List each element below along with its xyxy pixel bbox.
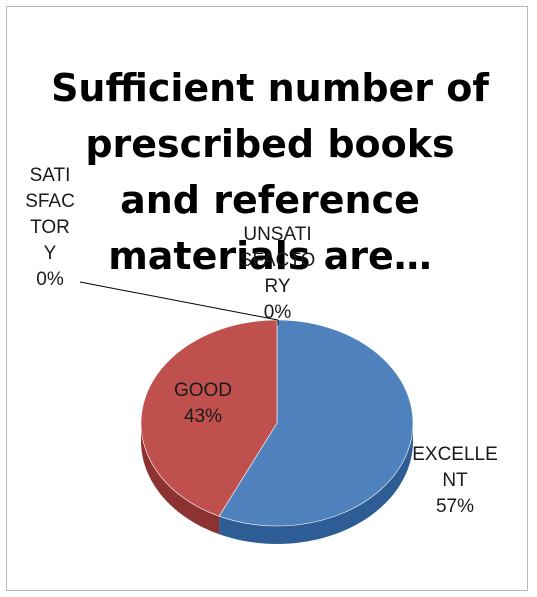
data-label-excellent: EXCELLE NT 57%	[412, 444, 498, 517]
pie-slice-0	[218, 319, 414, 527]
data-label-good: GOOD 43%	[173, 380, 233, 427]
chart-title: Sufficient number of prescribed books an…	[51, 66, 489, 278]
pie-slice-side-1	[141, 423, 220, 535]
data-label-unsatisfactory: UNSATI SFACTO RY 0%	[239, 224, 316, 323]
data-label-satisfactory: SATI SFAC TOR Y 0%	[25, 165, 75, 290]
pie-slice-1	[140, 319, 278, 517]
leader-line-satisfactory	[79, 281, 279, 321]
pie-slice-side-0	[219, 423, 413, 544]
